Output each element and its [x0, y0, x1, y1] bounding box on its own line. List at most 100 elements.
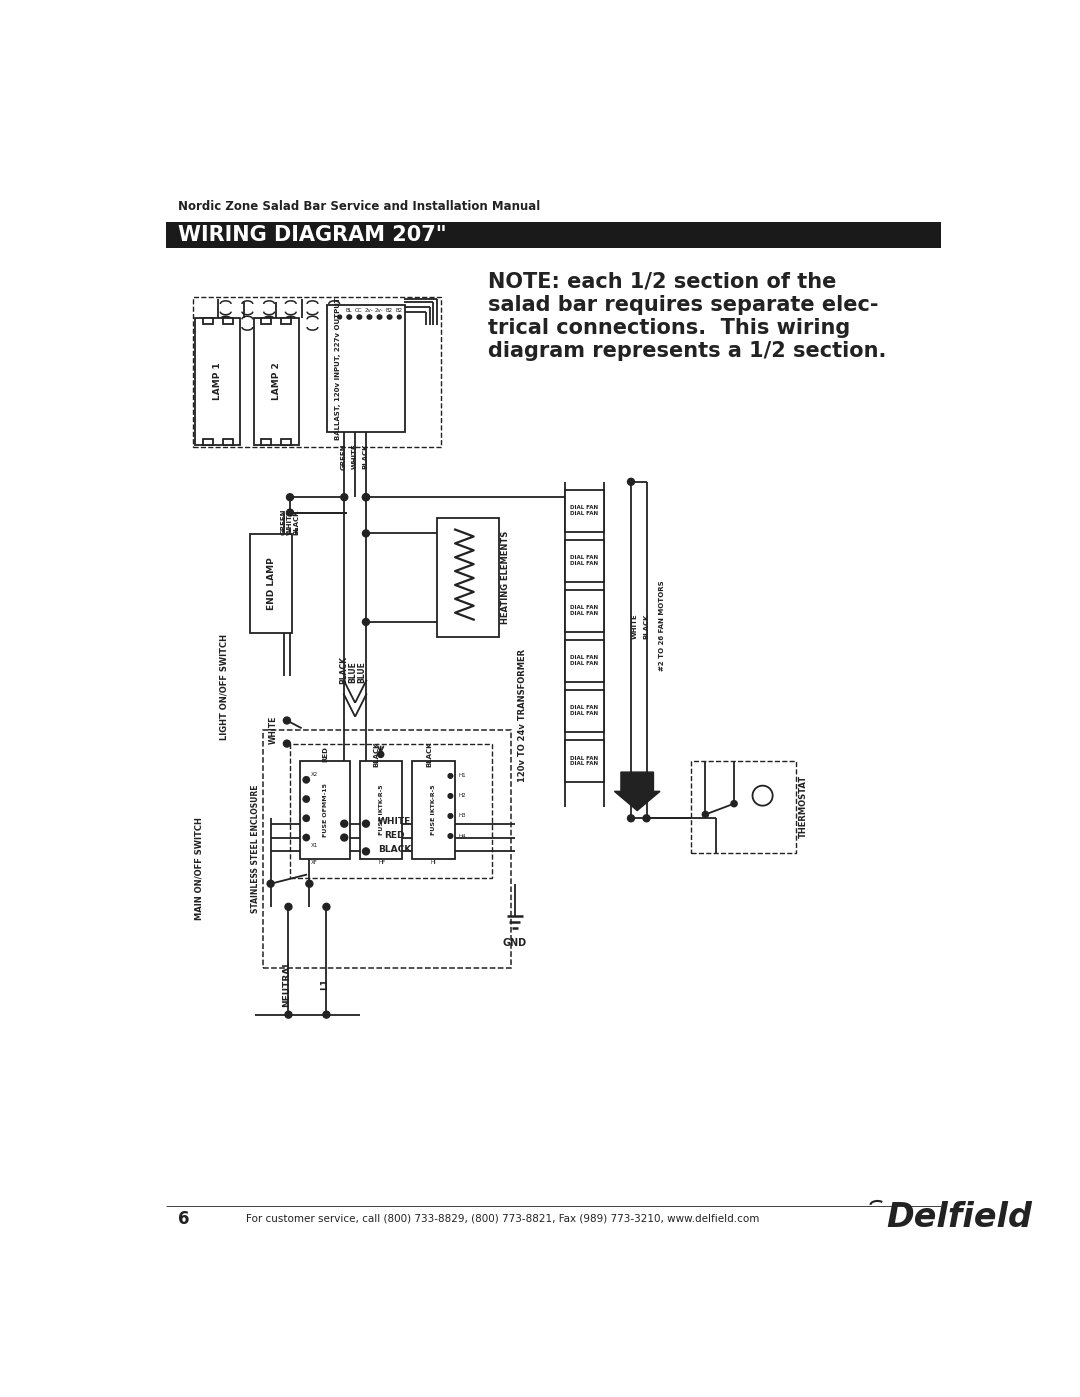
Text: NEUTRAL: NEUTRAL: [282, 960, 291, 1007]
Bar: [291, 743, 491, 879]
Circle shape: [378, 316, 382, 319]
Text: END LAMP: END LAMP: [267, 557, 275, 610]
Bar: [300, 760, 350, 859]
Bar: [261, 439, 271, 444]
Bar: [224, 439, 232, 444]
Circle shape: [368, 316, 372, 319]
Text: For customer service, call (800) 733-8829, (800) 773-8821, Fax (989) 773-3210, w: For customer service, call (800) 733-882…: [246, 1214, 759, 1224]
Circle shape: [323, 904, 329, 911]
Circle shape: [363, 493, 369, 500]
Circle shape: [303, 816, 309, 821]
Circle shape: [303, 777, 309, 782]
Circle shape: [306, 880, 313, 887]
Circle shape: [363, 619, 369, 626]
Text: LAMP 2: LAMP 2: [271, 362, 281, 400]
Circle shape: [303, 796, 309, 802]
Text: 2v-: 2v-: [375, 309, 383, 313]
Circle shape: [303, 816, 309, 821]
Text: H2: H2: [459, 793, 467, 799]
Text: DIAL FAN
DIAL FAN: DIAL FAN DIAL FAN: [570, 705, 598, 717]
Text: X2: X2: [310, 773, 318, 777]
Text: BLACK: BLACK: [427, 742, 432, 767]
Text: XF: XF: [311, 861, 318, 866]
Bar: [282, 439, 291, 444]
Bar: [413, 760, 455, 859]
Text: Delfield: Delfield: [887, 1200, 1032, 1234]
Circle shape: [702, 812, 708, 817]
Text: CC: CC: [355, 309, 363, 313]
Circle shape: [303, 834, 309, 841]
Text: NOTE: each 1/2 section of the
salad bar requires separate elec-
trical connectio: NOTE: each 1/2 section of the salad bar …: [488, 271, 886, 362]
Circle shape: [347, 316, 351, 319]
Bar: [193, 298, 441, 447]
Text: RED: RED: [322, 746, 328, 763]
Text: DIAL FAN
DIAL FAN: DIAL FAN DIAL FAN: [570, 655, 598, 666]
Text: LIGHT ON/OFF SWITCH: LIGHT ON/OFF SWITCH: [219, 634, 229, 740]
Circle shape: [283, 717, 291, 724]
Circle shape: [448, 813, 453, 819]
Circle shape: [357, 316, 362, 319]
Bar: [565, 740, 604, 782]
Circle shape: [303, 796, 309, 802]
Circle shape: [348, 316, 352, 319]
Text: GND: GND: [502, 937, 527, 949]
Circle shape: [303, 796, 309, 802]
Circle shape: [367, 316, 372, 319]
Text: #2 TO 26 FAN MOTORS: #2 TO 26 FAN MOTORS: [659, 581, 665, 671]
Circle shape: [267, 880, 274, 887]
Text: B2: B2: [395, 309, 403, 313]
Circle shape: [753, 785, 772, 806]
Circle shape: [303, 777, 309, 782]
Bar: [262, 729, 511, 968]
Bar: [327, 305, 405, 432]
Circle shape: [627, 478, 634, 485]
Text: GREEN: GREEN: [340, 443, 347, 469]
Text: H1: H1: [459, 774, 467, 778]
Circle shape: [388, 316, 391, 319]
Text: MAIN ON/OFF SWITCH: MAIN ON/OFF SWITCH: [194, 817, 203, 919]
Circle shape: [341, 820, 348, 827]
Text: WIRING DIAGRAM 207": WIRING DIAGRAM 207": [177, 225, 446, 244]
Text: BALLAST, 120v INPUT, 227v OUTPUT: BALLAST, 120v INPUT, 227v OUTPUT: [335, 296, 341, 440]
Circle shape: [448, 793, 453, 798]
Bar: [691, 760, 796, 854]
Text: L1: L1: [321, 978, 329, 990]
Text: BLACK: BLACK: [378, 845, 411, 854]
Bar: [203, 439, 213, 444]
Circle shape: [363, 529, 369, 536]
Text: WHITE: WHITE: [287, 509, 293, 535]
Text: WHITE: WHITE: [632, 613, 638, 638]
Bar: [203, 317, 213, 324]
Bar: [261, 317, 271, 324]
Text: BLACK: BLACK: [644, 613, 649, 638]
Text: WHITE: WHITE: [351, 443, 357, 469]
Text: BLACK: BLACK: [374, 742, 380, 767]
Bar: [195, 317, 241, 444]
Text: HEATING ELEMENTS: HEATING ELEMENTS: [501, 531, 510, 624]
Circle shape: [357, 316, 361, 319]
Text: STAINLESS STEEL ENCLOSURE: STAINLESS STEEL ENCLOSURE: [251, 785, 259, 914]
Circle shape: [303, 777, 309, 782]
Text: H4: H4: [459, 834, 467, 838]
Circle shape: [286, 493, 294, 500]
Bar: [565, 590, 604, 631]
Circle shape: [286, 509, 294, 515]
Bar: [565, 690, 604, 732]
Bar: [249, 534, 293, 633]
Text: BLACK: BLACK: [362, 444, 368, 469]
Text: DIAL FAN
DIAL FAN: DIAL FAN DIAL FAN: [570, 556, 598, 566]
Text: H3: H3: [459, 813, 467, 819]
Text: B2: B2: [386, 309, 393, 313]
Bar: [565, 539, 604, 583]
Circle shape: [363, 820, 369, 827]
Circle shape: [378, 752, 383, 757]
Polygon shape: [615, 773, 660, 810]
Bar: [166, 222, 941, 249]
Circle shape: [627, 814, 634, 821]
Circle shape: [448, 834, 453, 838]
Text: BL: BL: [346, 309, 352, 313]
Circle shape: [377, 316, 381, 319]
Circle shape: [323, 1011, 329, 1018]
Circle shape: [388, 316, 392, 319]
Circle shape: [643, 814, 650, 821]
